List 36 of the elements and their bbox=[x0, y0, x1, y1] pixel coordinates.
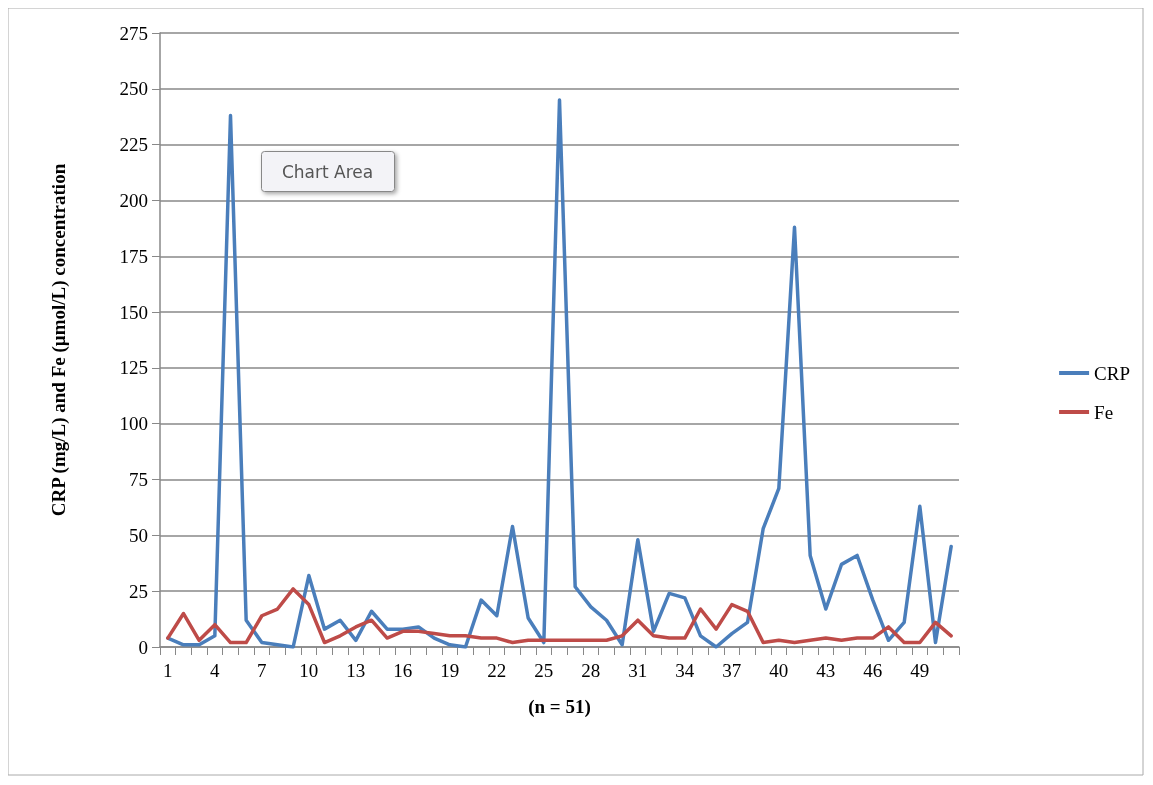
x-tick-label: 22 bbox=[487, 660, 507, 681]
y-tick-label: 0 bbox=[138, 636, 148, 658]
x-tick-label: 40 bbox=[769, 660, 789, 681]
y-tick-label: 275 bbox=[119, 22, 148, 44]
x-tick-label: 16 bbox=[393, 660, 413, 681]
x-tick-label: 19 bbox=[440, 660, 460, 681]
x-tick-label: 13 bbox=[346, 660, 366, 681]
y-tick-label: 25 bbox=[129, 580, 148, 602]
line-series bbox=[166, 587, 953, 645]
x-tick-label: 46 bbox=[863, 660, 883, 681]
x-tick-label: 1 bbox=[163, 660, 173, 681]
x-tick-label: 31 bbox=[628, 660, 648, 681]
y-tick-label: 250 bbox=[119, 78, 148, 100]
x-axis-title: (n = 51) bbox=[528, 696, 591, 718]
x-tick-label: 4 bbox=[210, 660, 221, 681]
x-tick-label: 34 bbox=[675, 660, 695, 681]
x-tick-label: 43 bbox=[816, 660, 836, 681]
y-tick-label: 150 bbox=[119, 301, 148, 323]
y-tick-label: 175 bbox=[119, 245, 148, 267]
y-tick-label: 200 bbox=[119, 189, 148, 211]
x-tick-label: 25 bbox=[534, 660, 554, 681]
y-axis-title: CRP (mg/L) and Fe (µmol/L) concentration bbox=[48, 163, 70, 517]
x-tick-label: 37 bbox=[722, 660, 742, 681]
y-tick-label: 225 bbox=[119, 134, 148, 156]
y-tick-label: 125 bbox=[119, 357, 148, 379]
y-tick-label: 100 bbox=[119, 413, 148, 435]
x-tick-label: 10 bbox=[299, 660, 319, 681]
x-tick-label: 28 bbox=[581, 660, 601, 681]
legend-label: CRP bbox=[1094, 362, 1131, 384]
line-series bbox=[166, 98, 953, 649]
legend-label: Fe bbox=[1094, 401, 1114, 423]
annotation: Chart Area bbox=[281, 161, 374, 182]
x-tick-label: 49 bbox=[910, 660, 930, 681]
y-tick-label: 75 bbox=[129, 469, 148, 491]
y-tick-label: 50 bbox=[129, 524, 148, 546]
x-tick-label: 7 bbox=[257, 660, 267, 681]
